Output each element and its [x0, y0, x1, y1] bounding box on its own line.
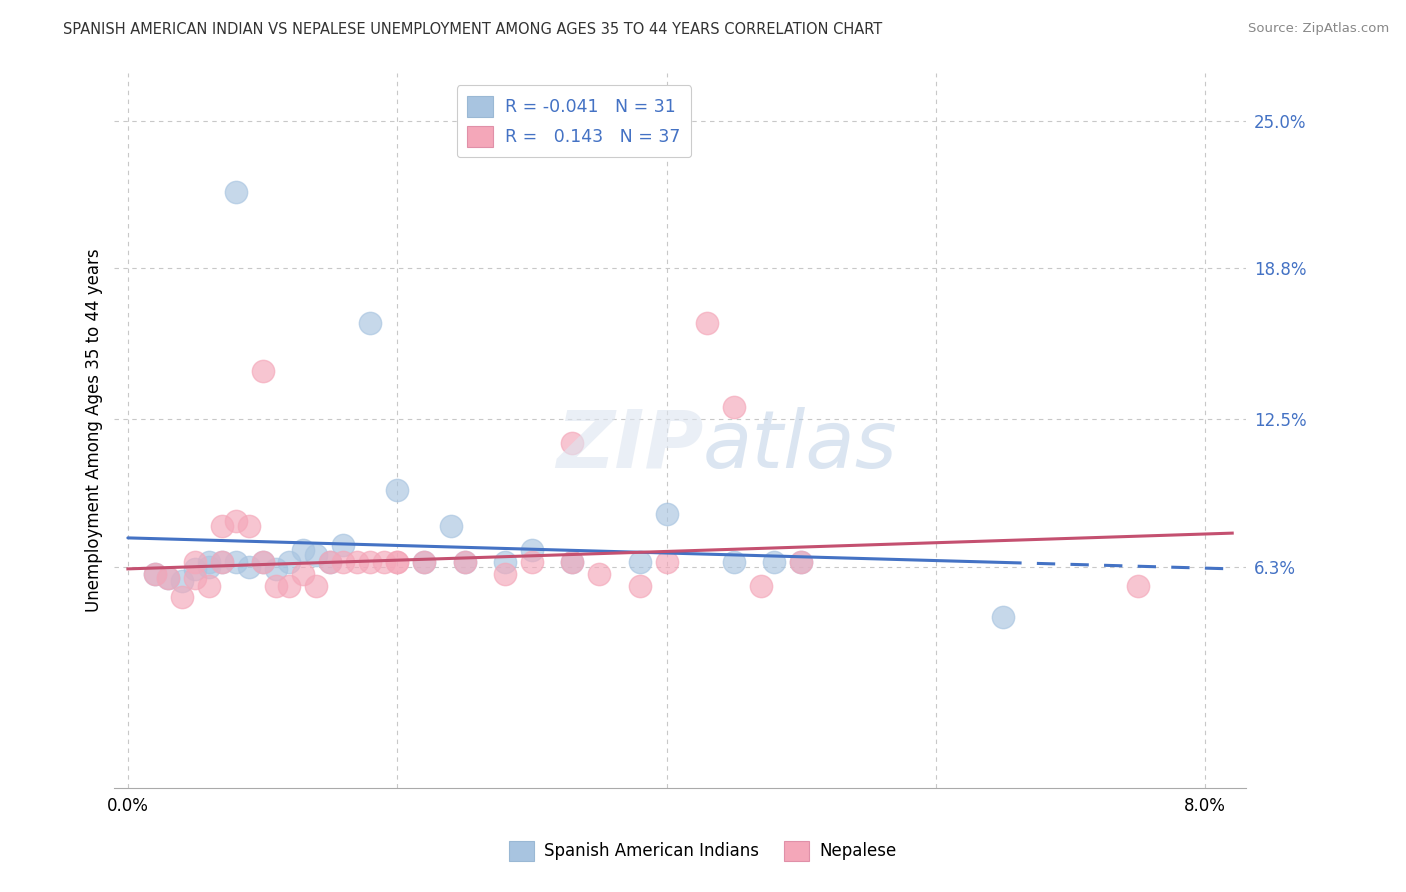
Point: [197, 578, 219, 592]
Text: Source: ZipAtlas.com: Source: ZipAtlas.com: [1249, 22, 1389, 36]
Point: [561, 435, 583, 450]
Point: [238, 519, 260, 533]
Point: [561, 555, 583, 569]
Point: [170, 574, 193, 588]
Point: [264, 562, 287, 576]
Point: [373, 555, 395, 569]
Point: [211, 555, 233, 569]
Point: [170, 591, 193, 605]
Point: [655, 507, 678, 521]
Point: [723, 555, 745, 569]
Point: [305, 548, 328, 562]
Point: [413, 555, 436, 569]
Legend: Spanish American Indians, Nepalese: Spanish American Indians, Nepalese: [503, 834, 903, 868]
Point: [184, 555, 207, 569]
Point: [588, 566, 610, 581]
Point: [413, 555, 436, 569]
Point: [655, 555, 678, 569]
Point: [225, 185, 247, 199]
Point: [453, 555, 475, 569]
Point: [211, 555, 233, 569]
Point: [453, 555, 475, 569]
Point: [332, 555, 354, 569]
Point: [763, 555, 786, 569]
Point: [993, 609, 1015, 624]
Point: [561, 555, 583, 569]
Point: [387, 555, 409, 569]
Point: [359, 555, 381, 569]
Point: [197, 555, 219, 569]
Point: [291, 566, 314, 581]
Point: [225, 514, 247, 528]
Point: [749, 578, 772, 592]
Point: [238, 559, 260, 574]
Text: ZIP: ZIP: [555, 407, 703, 485]
Point: [790, 555, 813, 569]
Text: SPANISH AMERICAN INDIAN VS NEPALESE UNEMPLOYMENT AMONG AGES 35 TO 44 YEARS CORRE: SPANISH AMERICAN INDIAN VS NEPALESE UNEM…: [63, 22, 883, 37]
Point: [278, 578, 301, 592]
Point: [1126, 578, 1149, 592]
Point: [157, 571, 180, 585]
Point: [387, 555, 409, 569]
Point: [332, 538, 354, 552]
Point: [723, 400, 745, 414]
Point: [184, 571, 207, 585]
Point: [143, 566, 166, 581]
Point: [157, 571, 180, 585]
Point: [197, 559, 219, 574]
Point: [790, 555, 813, 569]
Point: [264, 578, 287, 592]
Point: [520, 542, 543, 557]
Point: [252, 555, 274, 569]
Point: [628, 555, 651, 569]
Point: [252, 364, 274, 378]
Point: [252, 555, 274, 569]
Text: atlas: atlas: [703, 407, 898, 485]
Point: [440, 519, 463, 533]
Point: [278, 555, 301, 569]
Point: [696, 316, 718, 330]
Point: [319, 555, 342, 569]
Point: [494, 566, 516, 581]
Point: [291, 542, 314, 557]
Legend: R = -0.041   N = 31, R =   0.143   N = 37: R = -0.041 N = 31, R = 0.143 N = 37: [457, 86, 692, 157]
Point: [319, 555, 342, 569]
Point: [225, 555, 247, 569]
Point: [211, 519, 233, 533]
Point: [359, 316, 381, 330]
Point: [305, 578, 328, 592]
Point: [494, 555, 516, 569]
Point: [628, 578, 651, 592]
Point: [520, 555, 543, 569]
Point: [346, 555, 368, 569]
Point: [143, 566, 166, 581]
Point: [387, 483, 409, 498]
Y-axis label: Unemployment Among Ages 35 to 44 years: Unemployment Among Ages 35 to 44 years: [86, 249, 103, 613]
Point: [184, 562, 207, 576]
